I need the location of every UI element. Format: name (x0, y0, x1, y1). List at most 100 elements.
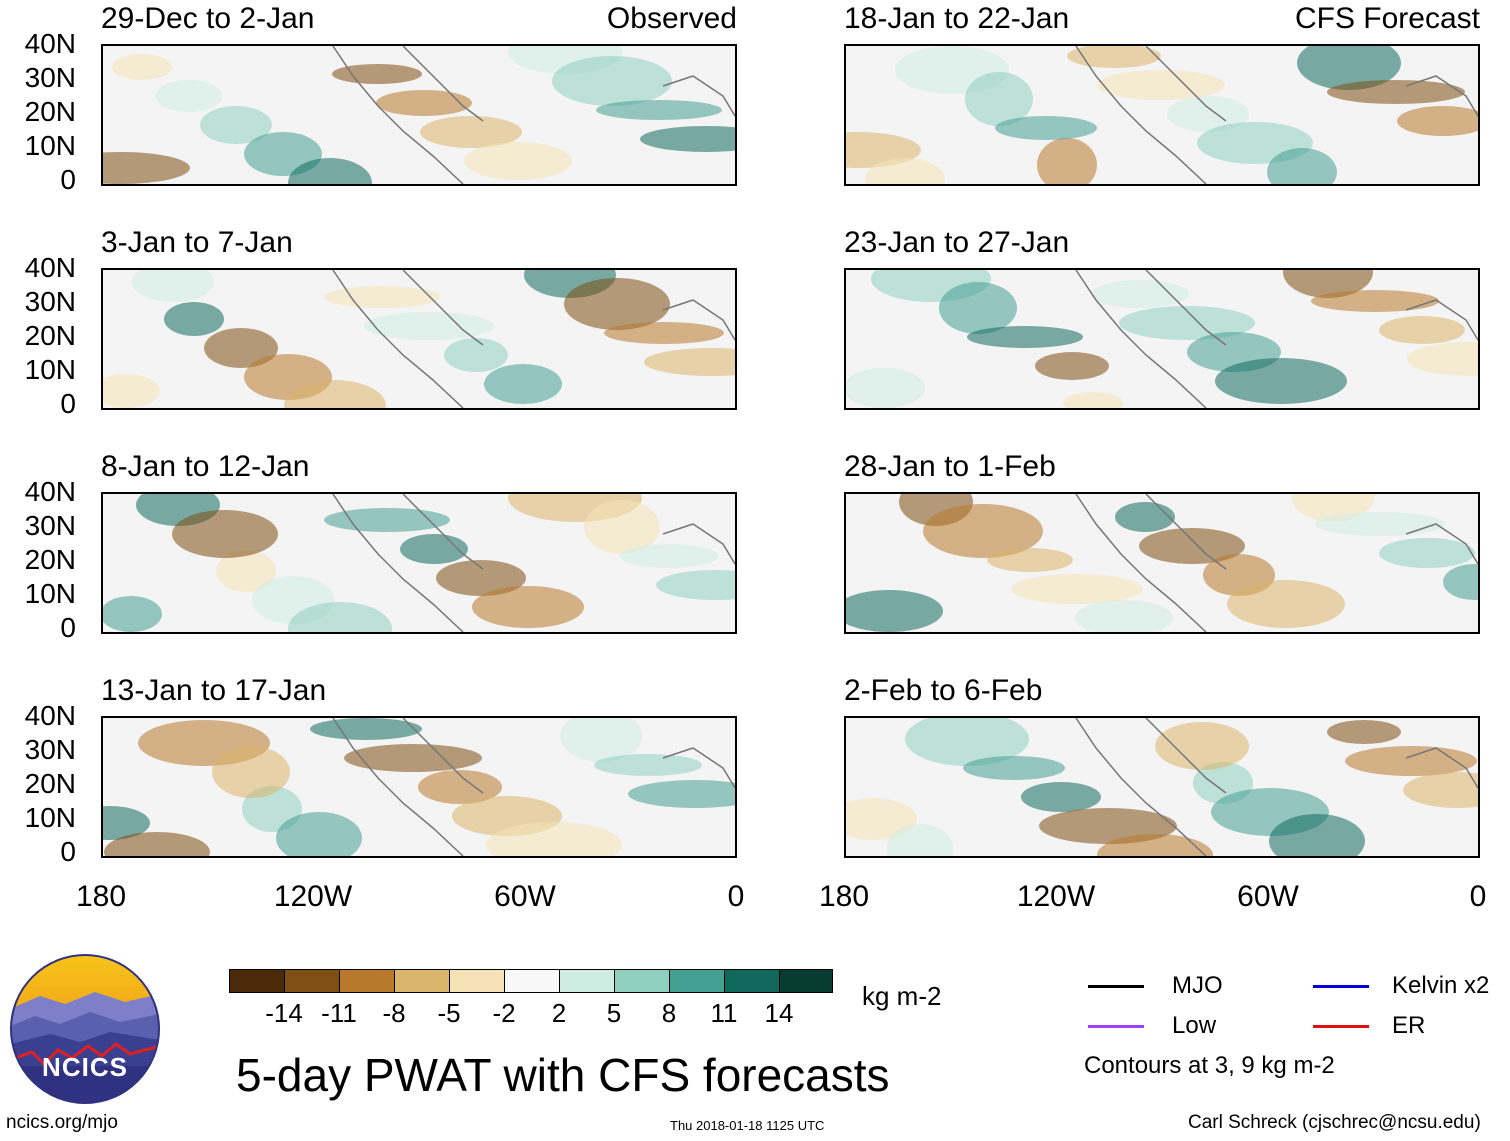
pwat-anomaly-blob (112, 54, 172, 80)
pwat-anomaly-blob (486, 822, 622, 856)
pwat-anomaly-blob (564, 278, 670, 330)
pwat-anomaly-blob (288, 158, 372, 184)
pwat-anomaly-blob (965, 72, 1033, 126)
legend-line-er (1313, 1025, 1369, 1028)
lat-label: 0 (60, 612, 76, 643)
pwat-anomaly-blob (284, 380, 386, 408)
pwat-map (101, 492, 737, 634)
lat-label: 30N (24, 734, 76, 765)
pwat-anomaly-blob (1397, 106, 1478, 136)
pwat-anomaly-blob (1021, 782, 1101, 812)
pwat-anomaly-blob (1067, 46, 1161, 68)
map-canvas (103, 718, 735, 856)
pwat-anomaly-blob (172, 510, 278, 558)
lat-label: 0 (60, 164, 76, 195)
lat-label: 10N (24, 354, 76, 385)
pwat-anomaly-blob (1091, 280, 1189, 308)
lon-label: 60W (494, 880, 556, 913)
pwat-anomaly-blob (464, 142, 572, 180)
lat-label: 10N (24, 130, 76, 161)
colorbar-label: -11 (321, 998, 357, 1028)
pwat-anomaly-blob (1443, 564, 1478, 600)
logo-text: NCICS (42, 1052, 128, 1082)
pwat-anomaly-blob (472, 586, 584, 628)
pwat-anomaly-blob (552, 56, 672, 106)
panel-8: 2-Feb to 6-Feb (844, 676, 1480, 858)
pwat-anomaly-blob (1115, 502, 1175, 532)
colorbar-label: -14 (265, 998, 303, 1028)
pwat-anomaly-blob (132, 270, 214, 302)
colorbar-cell (614, 969, 670, 993)
pwat-anomaly-blob (923, 504, 1043, 558)
panel-4: 13-Jan to 17-Jan (101, 676, 737, 858)
footer-link[interactable]: ncics.org/mjo (6, 1112, 118, 1133)
coastline (332, 270, 735, 408)
panel-title: 23-Jan to 27-Jan (844, 226, 1070, 259)
pwat-anomaly-blob (418, 770, 502, 804)
pwat-anomaly-blob (376, 90, 472, 116)
pwat-anomaly-blob (1155, 722, 1249, 770)
lon-label: 0 (1469, 880, 1487, 913)
footer-author: Carl Schreck (cjschrec@ncsu.edu) (1188, 1112, 1481, 1133)
panel-2: 3-Jan to 7-Jan (101, 228, 737, 410)
pwat-anomaly-blob (939, 282, 1017, 334)
pwat-anomaly-blob (644, 348, 735, 376)
pwat-anomaly-blob (1327, 720, 1401, 744)
ncics-logo: NCICS (10, 954, 160, 1104)
coastline (332, 46, 735, 184)
colorbar-label: -8 (382, 998, 406, 1028)
lat-label: 20N (24, 320, 76, 351)
coastline (1075, 718, 1478, 856)
colorbar-cell (669, 969, 725, 993)
pwat-anomaly-blob (1097, 834, 1213, 856)
pwat-anomaly-blob (604, 322, 724, 344)
colorbar-label: -2 (492, 998, 516, 1028)
pwat-anomaly-blob (620, 544, 718, 568)
pwat-anomaly-blob (1403, 772, 1478, 808)
colorbar-cell (394, 969, 450, 993)
pwat-map (101, 44, 737, 186)
coastline (332, 718, 735, 856)
pwat-anomaly-blob (212, 746, 290, 798)
legend-label: Low (1172, 1012, 1217, 1039)
panel-tag: CFS Forecast (1294, 2, 1480, 35)
pwat-anomaly-blob (1035, 352, 1109, 380)
pwat-anomaly-blob (1315, 512, 1445, 536)
colorbar-units: kg m-2 (862, 981, 942, 1011)
lat-label: 10N (24, 578, 76, 609)
pwat-anomaly-blob (324, 286, 440, 308)
colorbar-label: -5 (437, 998, 461, 1028)
pwat-anomaly-blob (276, 812, 362, 856)
pwat-anomaly-blob (987, 548, 1073, 572)
pwat-anomaly-blob (484, 364, 562, 404)
pwat-anomaly-blob (1311, 290, 1439, 312)
colorbar-cell (229, 969, 285, 993)
pwat-anomaly-blob (963, 756, 1065, 780)
lon-label: 120W (273, 880, 353, 913)
pwat-anomaly-blob (1139, 528, 1245, 564)
panel-6: 23-Jan to 27-Jan (844, 226, 1480, 410)
lat-label: 0 (60, 388, 76, 419)
map-canvas (846, 718, 1478, 856)
panel-title: 28-Jan to 1-Feb (844, 450, 1056, 483)
pwat-anomaly-blob (103, 806, 150, 840)
coastline (332, 494, 735, 632)
colorbar-cell (559, 969, 615, 993)
pwat-anomaly-blob (1215, 358, 1347, 404)
pwat-anomaly-blob (1345, 746, 1477, 776)
legend-label: ER (1392, 1012, 1426, 1039)
pwat-anomaly-blob (364, 312, 494, 340)
footer-timestamp: Thu 2018-01-18 1125 UTC (670, 1118, 825, 1133)
map-canvas (103, 494, 735, 632)
pwat-anomaly-blob (967, 326, 1083, 348)
pwat-anomaly-blob (1167, 96, 1249, 132)
pwat-map (844, 268, 1480, 410)
lat-label: 10N (24, 802, 76, 833)
legend-label: Kelvin x2 (1392, 972, 1490, 999)
pwat-anomaly-blob (156, 80, 222, 112)
pwat-anomaly-blob (887, 824, 953, 856)
pwat-anomaly-blob (1267, 148, 1337, 184)
lat-label: 40N (24, 28, 76, 59)
lat-label: 30N (24, 286, 76, 317)
pwat-anomaly-blob (594, 754, 702, 776)
